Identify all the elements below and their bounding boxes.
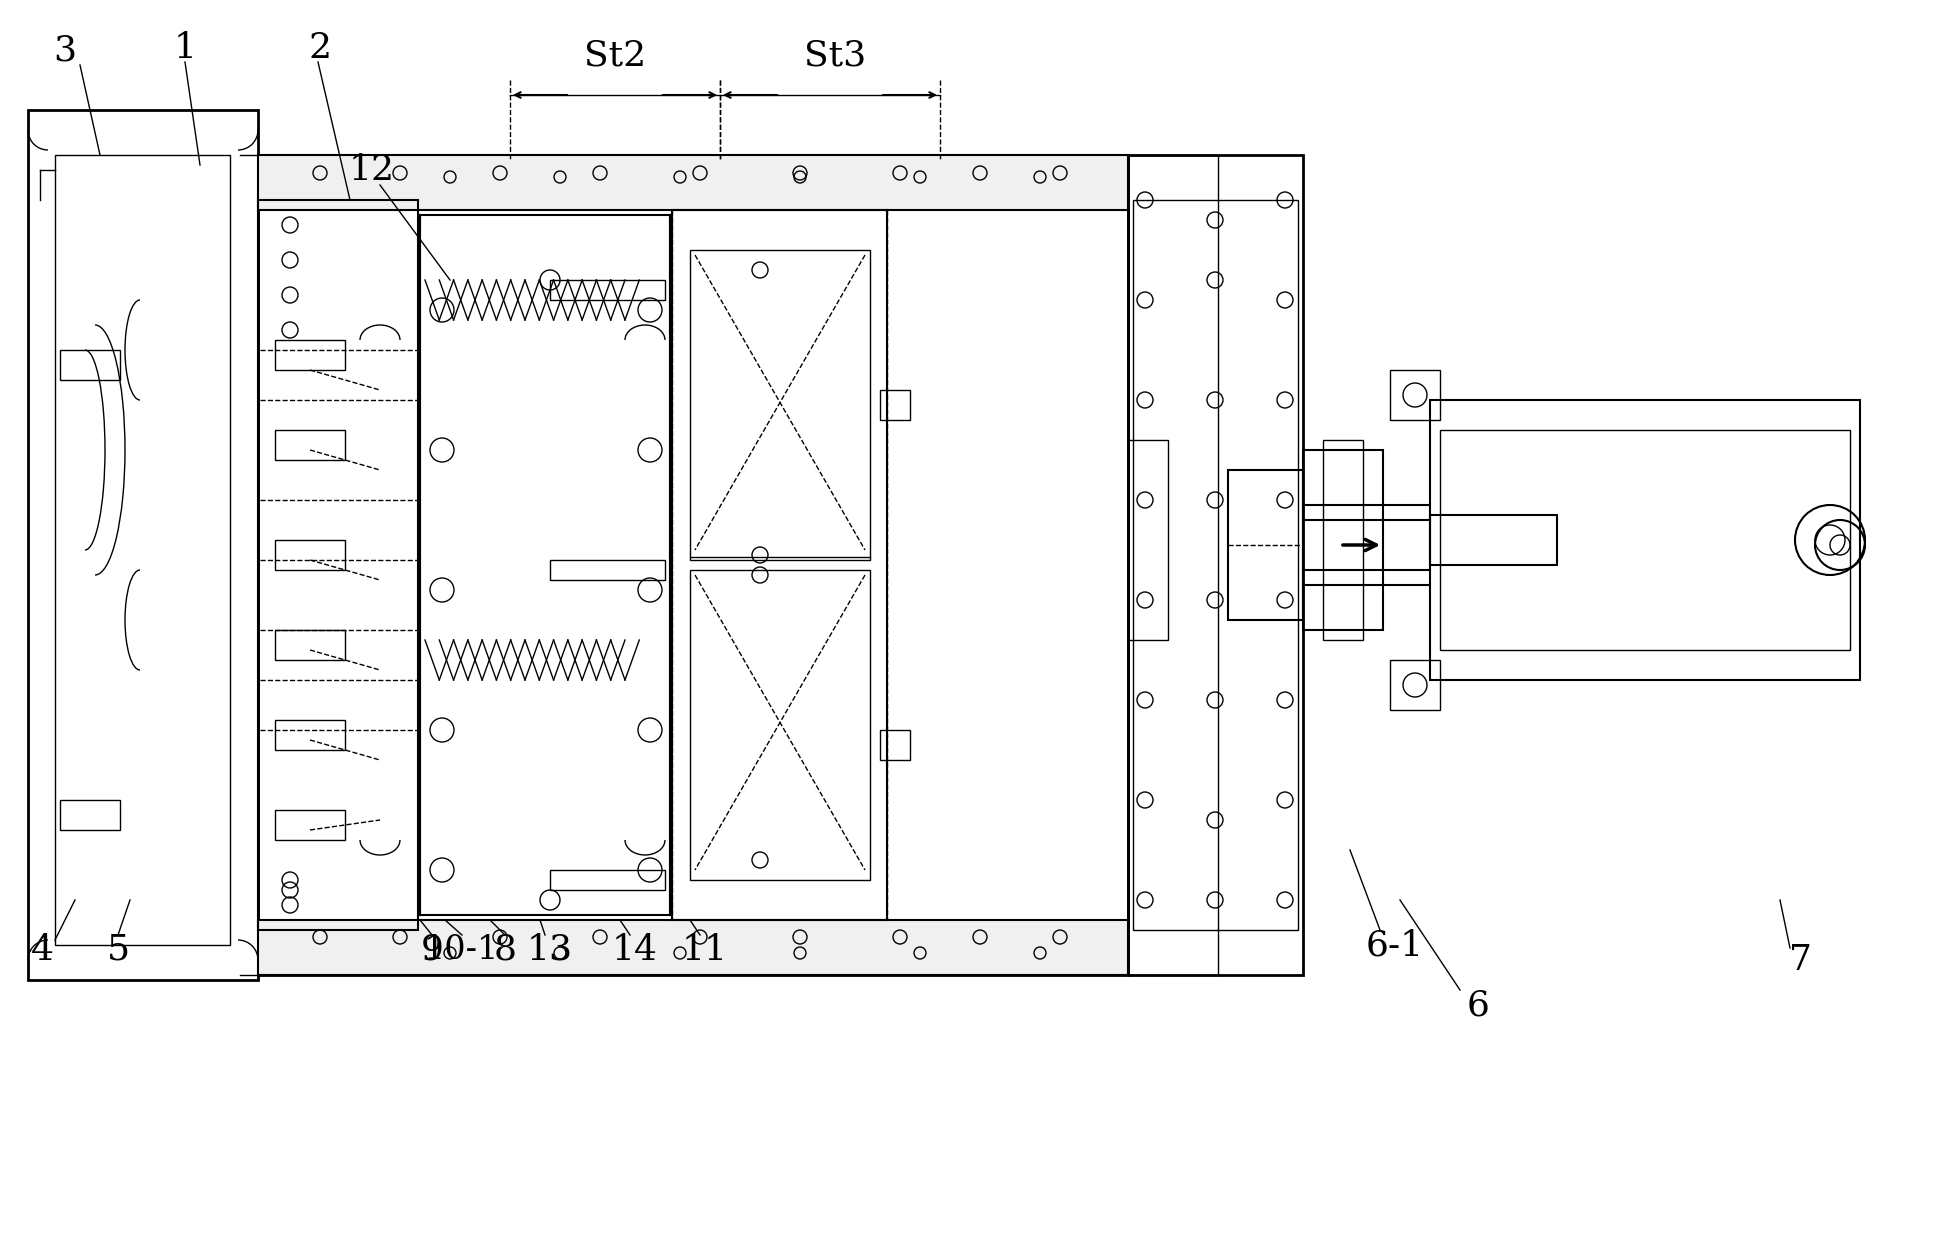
Bar: [690, 570, 870, 880]
Bar: [1133, 200, 1298, 930]
Bar: [1391, 370, 1439, 421]
Text: 10-1: 10-1: [424, 934, 500, 966]
Text: 6-1: 6-1: [1366, 928, 1424, 962]
Bar: [275, 431, 345, 460]
Bar: [1391, 660, 1439, 710]
Bar: [1127, 439, 1168, 640]
Bar: [60, 799, 120, 830]
Bar: [1430, 400, 1860, 680]
Bar: [879, 390, 910, 421]
Bar: [258, 200, 418, 930]
Bar: [879, 730, 910, 760]
Text: 11: 11: [682, 933, 728, 967]
Bar: [258, 155, 1127, 210]
Bar: [275, 540, 345, 570]
Bar: [27, 110, 258, 980]
Text: 1: 1: [174, 31, 196, 65]
Text: 13: 13: [527, 933, 573, 967]
Bar: [275, 630, 345, 660]
Bar: [1127, 155, 1304, 974]
Text: 7: 7: [1788, 943, 1811, 977]
Bar: [275, 720, 345, 750]
Bar: [258, 920, 1127, 974]
Bar: [550, 870, 664, 890]
Bar: [60, 350, 120, 380]
Bar: [1304, 449, 1383, 630]
Bar: [420, 215, 670, 915]
Bar: [1439, 431, 1850, 650]
Text: 2: 2: [308, 31, 331, 65]
Bar: [1430, 515, 1557, 565]
Bar: [1228, 470, 1304, 619]
Text: 5: 5: [107, 933, 130, 967]
Bar: [550, 560, 664, 580]
Text: 4: 4: [31, 933, 54, 967]
Text: St2: St2: [583, 38, 647, 72]
Bar: [1323, 439, 1364, 640]
Bar: [275, 340, 345, 370]
Bar: [54, 155, 231, 946]
Text: St3: St3: [804, 38, 866, 72]
Text: 12: 12: [349, 154, 395, 188]
Text: 8: 8: [494, 933, 517, 967]
Text: 6: 6: [1466, 988, 1490, 1022]
Text: 3: 3: [54, 33, 77, 67]
Text: 14: 14: [612, 933, 659, 967]
Bar: [690, 251, 870, 560]
Bar: [275, 810, 345, 840]
Bar: [1127, 155, 1218, 974]
Bar: [258, 155, 1127, 974]
Text: 9: 9: [420, 933, 444, 967]
Bar: [550, 279, 664, 300]
Bar: [672, 210, 887, 920]
